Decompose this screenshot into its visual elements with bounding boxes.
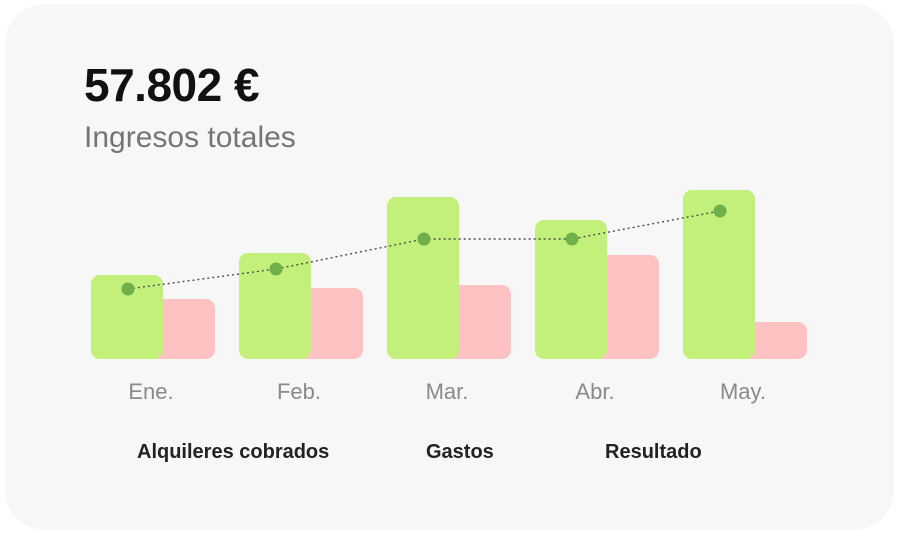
income-bar (91, 275, 163, 359)
x-tick-label: Mar. (426, 379, 469, 404)
x-tick-label: May. (720, 379, 766, 404)
x-tick-label: Abr. (575, 379, 614, 404)
income-bar (683, 190, 755, 359)
result-point (565, 232, 579, 246)
expense-bar (445, 285, 511, 359)
card-subtitle: Ingresos totales (84, 121, 296, 154)
total-revenue: 57.802 € (84, 59, 260, 111)
result-point (713, 204, 727, 218)
result-point (269, 262, 283, 276)
result-point (121, 282, 135, 296)
legend-alquileres: Alquileres cobrados (137, 441, 330, 463)
income-bar (387, 197, 459, 359)
x-tick-label: Ene. (128, 379, 173, 404)
expense-bar (149, 299, 215, 359)
income-bar (239, 253, 311, 359)
expense-bar (741, 322, 807, 359)
expense-bar (297, 288, 363, 359)
legend-resultado: Resultado (605, 441, 702, 463)
x-tick-label: Feb. (277, 379, 321, 404)
result-point (417, 232, 431, 246)
expense-bar (593, 255, 659, 359)
legend-gastos: Gastos (426, 441, 494, 463)
income-bar (535, 220, 607, 359)
